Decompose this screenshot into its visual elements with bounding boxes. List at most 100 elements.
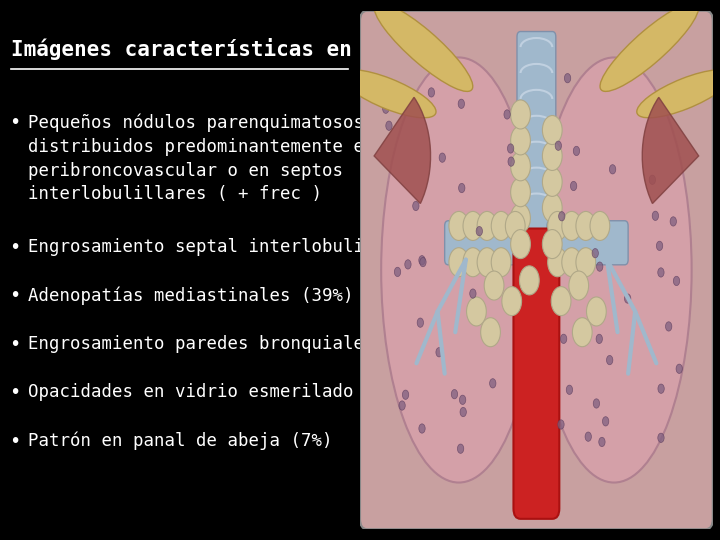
Circle shape (458, 99, 464, 109)
Circle shape (676, 364, 683, 374)
Circle shape (420, 258, 426, 267)
Circle shape (451, 389, 458, 399)
Text: •: • (9, 286, 21, 305)
Circle shape (413, 201, 419, 211)
Circle shape (555, 141, 562, 150)
Circle shape (542, 230, 562, 259)
Wedge shape (642, 97, 698, 204)
Circle shape (510, 152, 531, 181)
Circle shape (603, 417, 609, 426)
Text: •: • (9, 335, 21, 354)
Ellipse shape (341, 70, 436, 118)
Circle shape (463, 248, 483, 276)
Circle shape (542, 141, 562, 171)
FancyBboxPatch shape (547, 221, 628, 265)
Circle shape (417, 318, 423, 327)
Ellipse shape (536, 57, 692, 483)
Circle shape (658, 433, 664, 442)
Circle shape (477, 212, 497, 240)
Text: Patrón en panal de abeja (7%): Patrón en panal de abeja (7%) (28, 432, 333, 450)
Circle shape (469, 289, 476, 298)
Circle shape (460, 407, 467, 417)
Circle shape (652, 211, 659, 220)
Circle shape (548, 212, 567, 240)
Ellipse shape (600, 3, 698, 91)
Text: Imágenes características en tc:: Imágenes características en tc: (12, 38, 402, 60)
Circle shape (560, 334, 567, 343)
Circle shape (419, 424, 426, 433)
Circle shape (502, 287, 521, 315)
Text: Opacidades en vidrio esmerilado (32%): Opacidades en vidrio esmerilado (32%) (28, 383, 417, 401)
FancyBboxPatch shape (360, 11, 713, 529)
Circle shape (569, 271, 589, 300)
Circle shape (463, 212, 483, 240)
Circle shape (484, 271, 504, 300)
Circle shape (542, 193, 562, 222)
Circle shape (670, 217, 677, 226)
Circle shape (449, 248, 469, 276)
Text: Pequeños nódulos parenquimatosos
distribuidos predominantemente en región
peribr: Pequeños nódulos parenquimatosos distrib… (28, 113, 448, 204)
Circle shape (508, 157, 514, 166)
Text: •: • (9, 383, 21, 402)
Circle shape (519, 266, 539, 295)
Circle shape (587, 297, 606, 326)
Text: •: • (9, 113, 21, 132)
Circle shape (510, 230, 531, 259)
Circle shape (562, 248, 582, 276)
Circle shape (476, 226, 482, 236)
Circle shape (457, 444, 464, 454)
Circle shape (395, 267, 401, 276)
Circle shape (405, 260, 411, 269)
Text: Adenopatías mediastinales (39%): Adenopatías mediastinales (39%) (28, 286, 354, 305)
Circle shape (504, 110, 510, 119)
Text: •: • (9, 432, 21, 451)
Circle shape (491, 212, 511, 240)
Circle shape (459, 395, 466, 404)
Circle shape (510, 178, 531, 207)
Ellipse shape (374, 3, 473, 91)
Circle shape (382, 104, 389, 113)
Circle shape (491, 248, 511, 276)
Ellipse shape (381, 57, 536, 483)
Circle shape (481, 318, 500, 347)
Text: •: • (9, 238, 21, 256)
Circle shape (562, 212, 582, 240)
Circle shape (609, 165, 616, 174)
Circle shape (597, 262, 603, 271)
Circle shape (599, 437, 605, 447)
Circle shape (606, 355, 613, 364)
Circle shape (449, 212, 469, 240)
Circle shape (542, 167, 562, 197)
Circle shape (419, 255, 425, 265)
Circle shape (596, 334, 603, 343)
Circle shape (467, 297, 486, 326)
Circle shape (657, 241, 662, 251)
Circle shape (542, 116, 562, 145)
Circle shape (510, 126, 531, 155)
Circle shape (593, 399, 600, 408)
Circle shape (490, 379, 496, 388)
Circle shape (576, 212, 595, 240)
Circle shape (439, 153, 446, 163)
Text: Engrosamiento paredes bronquiales (46%): Engrosamiento paredes bronquiales (46%) (28, 335, 438, 353)
Circle shape (649, 175, 655, 185)
Circle shape (559, 212, 565, 221)
Circle shape (573, 146, 580, 156)
Wedge shape (374, 97, 431, 204)
Circle shape (386, 121, 392, 130)
Circle shape (673, 276, 680, 286)
Circle shape (576, 248, 595, 276)
Circle shape (590, 212, 610, 240)
Circle shape (658, 384, 665, 393)
Text: Engrosamiento septal interlobulillar(50%): Engrosamiento septal interlobulillar(50%… (28, 238, 459, 255)
Circle shape (402, 390, 409, 400)
Circle shape (566, 385, 572, 394)
Ellipse shape (636, 70, 720, 118)
Circle shape (477, 248, 497, 276)
Circle shape (592, 248, 598, 258)
Circle shape (624, 294, 631, 303)
Circle shape (399, 401, 405, 410)
Circle shape (558, 420, 564, 429)
FancyBboxPatch shape (445, 221, 526, 265)
Circle shape (381, 80, 387, 90)
